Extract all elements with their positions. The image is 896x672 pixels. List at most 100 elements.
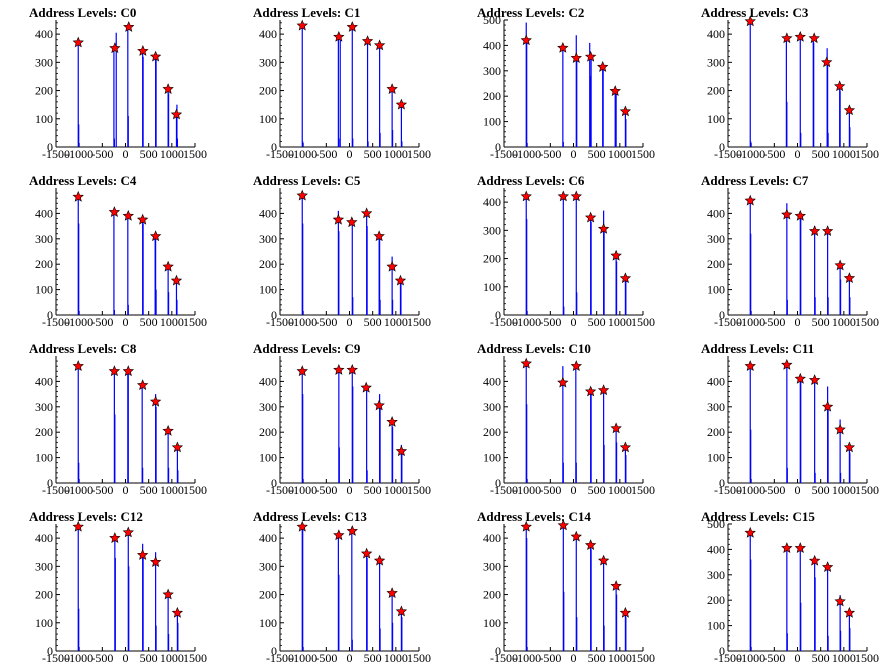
x-tick-label: 1500 (407, 147, 431, 161)
chart-plot: 0 100 200 300 400 -1500-1000-500 0 500 1000 1500 (35, 188, 207, 329)
x-tick-label: 1500 (855, 147, 879, 161)
peak-marker (149, 50, 162, 62)
peak-marker (744, 15, 756, 27)
chart-title: Address Levels: C10 (477, 341, 591, 356)
peak-marker (333, 363, 345, 375)
chart-title: Address Levels: C13 (253, 509, 367, 524)
x-tick-label: 1000 (832, 651, 856, 665)
peak-marker (843, 606, 856, 618)
chart-panel-14: Address Levels: C14 0 100 200 300 400 -1500 -10… (448, 504, 672, 672)
peak-marker (520, 190, 532, 202)
chart-plot: 0 100 200 300 400 -1500-1000-500 0 500 1000 1500 (707, 15, 879, 161)
y-tick-label: 200 (707, 257, 725, 271)
peak-marker (332, 213, 345, 225)
peak-marker (808, 374, 821, 385)
peak-marker (834, 259, 846, 271)
peak-marker (843, 272, 856, 284)
peak-marker (386, 587, 398, 598)
x-tick-label: 0 (571, 483, 577, 497)
x-tick-label: -1000 (737, 651, 765, 665)
y-tick-label: 400 (259, 374, 277, 388)
peak-marker (386, 416, 398, 427)
chart-panel-5: Address Levels: C5 0 100 200 300 400 -1500 -100… (224, 168, 448, 336)
x-tick-label: -1000 (513, 483, 541, 497)
x-tick-label: -1000 (737, 483, 765, 497)
x-tick-label: 1000 (608, 315, 632, 329)
chart-title: Address Levels: C7 (701, 173, 809, 188)
y-tick-label: 100 (35, 451, 53, 465)
peak-marker (171, 606, 184, 618)
x-tick-label: 1000 (160, 315, 184, 329)
x-tick-label: 0 (347, 147, 353, 161)
peak-marker (109, 42, 121, 54)
x-tick-label: 0 (347, 315, 353, 329)
y-tick-label: 400 (483, 195, 501, 209)
peak-marker (794, 209, 806, 221)
x-tick-label: -1500 (714, 147, 742, 161)
chart-title: Address Levels: C1 (253, 5, 361, 20)
x-tick-label: -500 (763, 483, 785, 497)
y-tick-label: 300 (259, 400, 277, 414)
x-tick-label: -500 (315, 315, 337, 329)
x-tick-label: -500 (315, 483, 337, 497)
x-tick-label: -500 (91, 315, 113, 329)
peak-marker (520, 357, 532, 369)
chart-panel-0: Address Levels: C0 0 100 200 300 400 -1500 -100… (0, 0, 224, 168)
y-tick-label: 400 (707, 206, 725, 220)
peak-marker (72, 190, 84, 202)
peak-marker (136, 213, 149, 225)
x-tick-label: -1000 (737, 147, 765, 161)
peak-marker (333, 529, 345, 541)
y-tick-label: 100 (259, 112, 277, 126)
peak-marker (584, 50, 597, 62)
x-tick-label: 500 (140, 483, 158, 497)
y-tick-label: 300 (259, 559, 277, 573)
y-tick-label: 300 (707, 232, 725, 246)
x-tick-label: 1000 (160, 483, 184, 497)
peak-marker (610, 249, 622, 261)
chart-plot: 0 100 200 300 400 -1500-1000-500 0 500 1000 1500 (259, 188, 431, 329)
peak-marker (619, 441, 632, 453)
y-tick-label: 300 (35, 55, 53, 69)
peak-marker (123, 21, 135, 32)
y-tick-label: 0 (495, 308, 501, 322)
chart-title: Address Levels: C5 (253, 173, 361, 188)
peak-marker (373, 554, 386, 566)
y-tick-label: 500 (707, 517, 725, 531)
chart-plot: 0 100 200 300 400 -1500-1000-500 0 500 1000 1500 (35, 520, 207, 665)
x-tick-label: 1000 (832, 147, 856, 161)
x-tick-label: -1500 (42, 651, 70, 665)
y-tick-label: 0 (495, 140, 501, 154)
peak-marker (557, 519, 569, 531)
peak-marker (346, 216, 358, 228)
y-tick-label: 100 (707, 619, 725, 633)
peak-marker (597, 554, 610, 566)
x-tick-label: -1000 (65, 315, 93, 329)
peak-marker (136, 379, 149, 391)
chart-panel-9: Address Levels: C9 0 100 200 300 400 -1500 -100… (224, 336, 448, 504)
x-tick-label: -500 (539, 315, 561, 329)
peak-marker (570, 530, 582, 542)
peak-marker (619, 272, 632, 284)
x-tick-label: 500 (812, 483, 830, 497)
x-tick-label: 1500 (631, 651, 655, 665)
x-tick-label: -500 (91, 147, 113, 161)
y-tick-label: 300 (35, 400, 53, 414)
chart-plot: 0 100 200 300 400 -1500-1000-500 0 500 1000 1500 (259, 356, 431, 497)
peak-marker (570, 190, 582, 202)
x-tick-label: 0 (123, 483, 129, 497)
chart-title: Address Levels: C2 (477, 5, 585, 20)
y-tick-label: 100 (259, 283, 277, 297)
y-tick-label: 200 (259, 425, 277, 439)
x-tick-label: -500 (539, 651, 561, 665)
x-tick-label: 0 (571, 147, 577, 161)
peak-marker (395, 445, 408, 457)
x-tick-label: 0 (571, 315, 577, 329)
x-tick-label: 1000 (384, 147, 408, 161)
x-tick-label: -1000 (289, 315, 317, 329)
peak-marker (122, 209, 134, 221)
x-tick-label: 1000 (160, 651, 184, 665)
peak-marker (820, 56, 833, 68)
y-tick-label: 400 (35, 27, 53, 41)
